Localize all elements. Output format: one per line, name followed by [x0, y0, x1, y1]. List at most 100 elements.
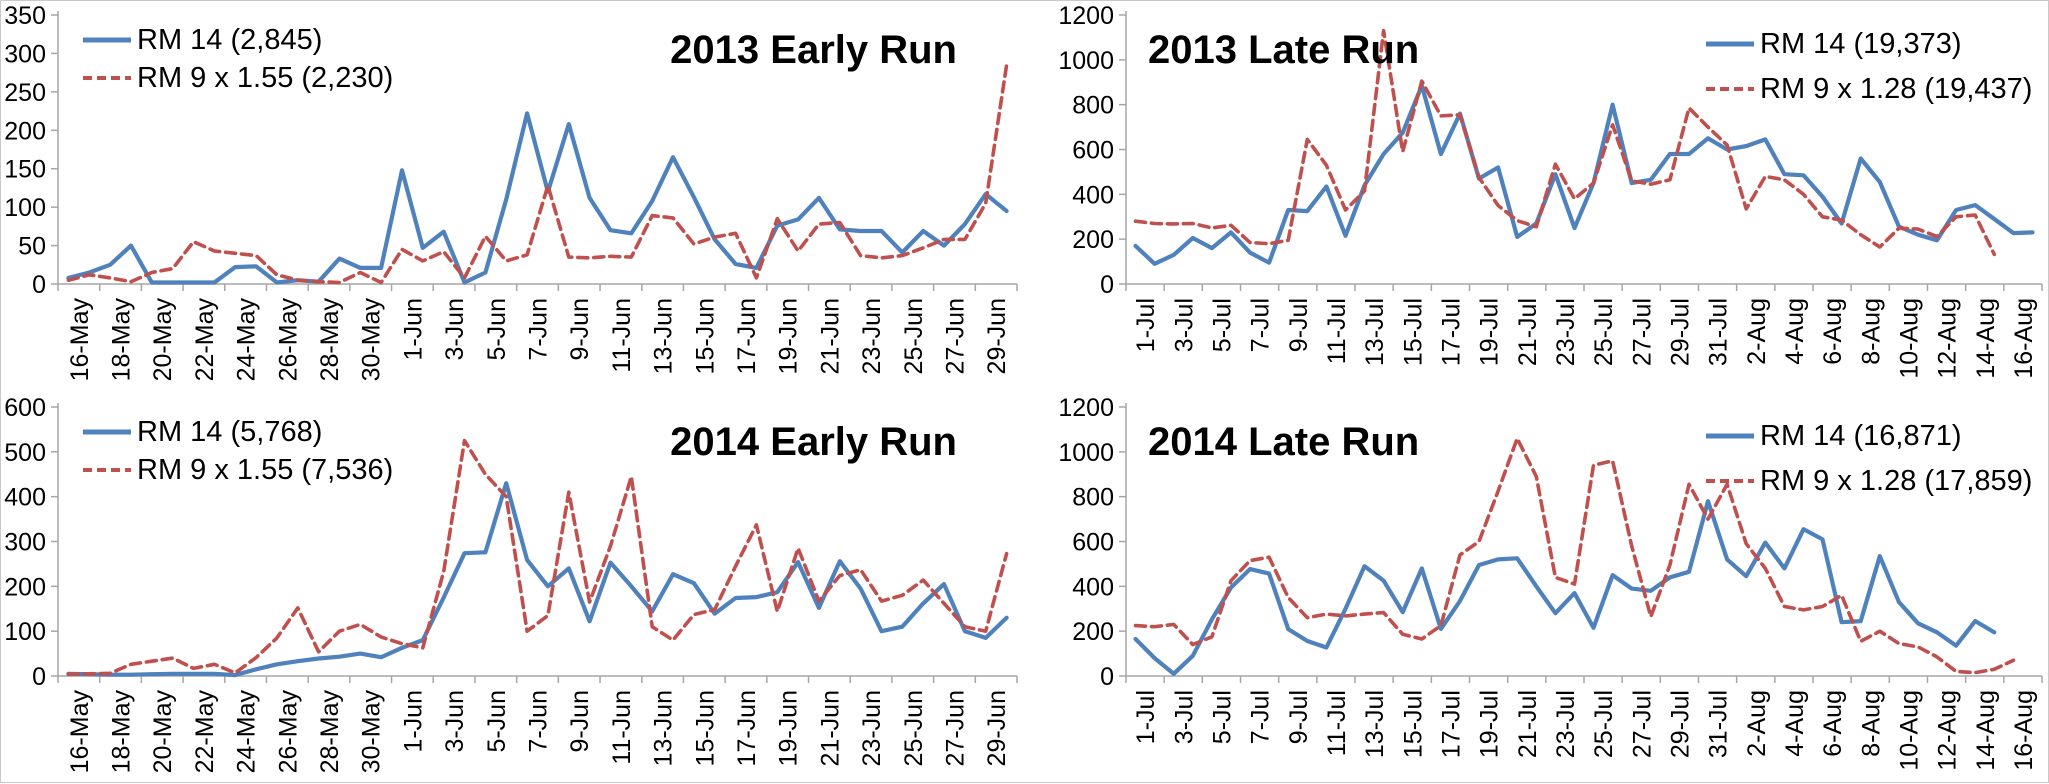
- legend-label-rm9: RM 9 x 1.55 (2,230): [137, 62, 393, 94]
- y-axis-tick-label: 600: [1072, 529, 1114, 557]
- x-axis-tick-label: 26-May: [274, 298, 302, 382]
- x-axis-tick-label: 23-Jun: [858, 298, 886, 374]
- y-axis-tick-label: 200: [4, 117, 46, 145]
- x-axis-tick-label: 12-Aug: [1934, 298, 1962, 379]
- x-axis-tick-label: 13-Jun: [650, 690, 678, 766]
- x-axis-tick-label: 14-Aug: [1972, 298, 2000, 379]
- chart-canvas: 0 100 200 300 400 500 600 16-May 18-May 20-May 22-…: [4, 394, 1018, 774]
- y-axis-tick-label: 300: [4, 529, 46, 557]
- x-axis-tick-label: 6-Aug: [1819, 690, 1847, 757]
- x-axis-tick-label: 4-Aug: [1781, 298, 1809, 365]
- y-axis-tick-label: 0: [1100, 663, 1114, 691]
- x-axis-tick-label: 16-May: [66, 690, 94, 774]
- x-axis-tick-label: 31-Jul: [1705, 690, 1733, 758]
- x-axis-tick-label: 30-May: [358, 298, 386, 382]
- x-axis-tick-label: 16-Aug: [2010, 298, 2038, 379]
- x-axis-tick-label: 21-Jun: [816, 298, 844, 374]
- x-axis-tick-label: 25-Jun: [900, 298, 928, 374]
- series-line-rm14: [1133, 499, 1997, 676]
- x-axis-tick-label: 24-May: [233, 690, 261, 774]
- x-axis-tick-label: 11-Jul: [1323, 690, 1351, 756]
- x-axis-tick-label: 31-Jul: [1705, 298, 1733, 366]
- x-axis-tick-label: 11-Jun: [608, 298, 636, 373]
- chart-title: 2013 Late Run: [1148, 28, 1419, 72]
- x-axis-tick-label: 22-May: [191, 298, 219, 382]
- chart-title: 2014 Late Run: [1148, 420, 1419, 464]
- x-axis-tick-label: 3-Jun: [441, 690, 469, 753]
- x-axis-tick-label: 20-May: [149, 298, 177, 382]
- y-axis-tick-label: 0: [32, 663, 46, 691]
- x-axis-tick-label: 11-Jul: [1323, 298, 1351, 364]
- x-axis-tick-label: 13-Jun: [650, 298, 678, 374]
- x-axis-tick-label: 5-Jul: [1208, 298, 1236, 352]
- x-axis-tick-label: 16-May: [66, 298, 94, 382]
- y-axis-tick-label: 0: [1100, 271, 1114, 299]
- x-axis-tick-label: 30-May: [358, 690, 386, 774]
- y-axis-tick-label: 200: [1072, 226, 1114, 254]
- series-line-rm14: [66, 111, 1009, 285]
- chart-title: 2014 Early Run: [670, 420, 957, 464]
- x-axis-tick-label: 10-Aug: [1895, 690, 1923, 771]
- legend-label-rm9: RM 9 x 1.55 (7,536): [137, 454, 393, 486]
- y-axis-tick-label: 600: [4, 394, 46, 422]
- x-axis-tick-label: 3-Jun: [441, 298, 469, 361]
- x-axis-tick-label: 19-Jun: [775, 298, 803, 374]
- x-axis-tick-label: 2-Aug: [1743, 298, 1771, 365]
- chart-canvas: 0 200 400 600 800 1000 1200 1-Jul 3-Jul 5-Jul 7-Ju…: [1058, 394, 2043, 771]
- x-axis-tick-label: 5-Jul: [1208, 690, 1236, 744]
- x-axis-tick-label: 1-Jul: [1132, 690, 1160, 744]
- legend-label-rm14: RM 14 (5,768): [137, 416, 322, 448]
- y-axis-tick-label: 1000: [1058, 439, 1114, 467]
- x-axis-tick-label: 25-Jun: [900, 690, 928, 766]
- x-axis-tick-label: 13-Jul: [1361, 298, 1389, 366]
- x-axis-tick-label: 23-Jul: [1552, 690, 1580, 758]
- legend-label-rm14: RM 14 (19,373): [1760, 28, 1962, 60]
- x-axis-tick-label: 15-Jul: [1399, 298, 1427, 366]
- x-axis-tick-label: 15-Jun: [691, 298, 719, 374]
- chart-canvas: 0 200 400 600 800 1000 1200 1-Jul 3-Jul 5-Jul 7-Ju…: [1058, 2, 2043, 379]
- y-axis-tick-label: 500: [4, 439, 46, 467]
- y-axis-tick-label: 1000: [1058, 47, 1114, 75]
- legend-item-rm14: RM 14 (16,871): [1706, 420, 1962, 452]
- legend-item-rm14: RM 14 (19,373): [1706, 28, 1962, 60]
- y-axis-tick-label: 800: [1072, 484, 1114, 512]
- y-axis-tick-label: 350: [4, 2, 46, 30]
- series-line-rm9: [66, 63, 1009, 285]
- x-axis-tick-label: 4-Aug: [1781, 690, 1809, 757]
- x-axis-tick-label: 29-Jul: [1666, 690, 1694, 758]
- x-axis-tick-label: 9-Jun: [566, 690, 594, 753]
- y-axis-tick-label: 100: [4, 194, 46, 222]
- x-axis-tick-label: 15-Jun: [691, 690, 719, 766]
- y-axis-tick-label: 400: [4, 484, 46, 512]
- legend-label-rm9: RM 9 x 1.28 (19,437): [1760, 73, 2032, 105]
- y-axis-tick-label: 300: [4, 40, 46, 68]
- x-axis-tick-label: 15-Jul: [1399, 690, 1427, 758]
- x-axis-tick-label: 3-Jul: [1170, 298, 1198, 352]
- y-axis-tick-label: 400: [1072, 573, 1114, 601]
- x-axis-tick-label: 8-Aug: [1857, 298, 1885, 365]
- x-axis-tick-label: 17-Jun: [733, 298, 761, 374]
- x-axis-tick-label: 21-Jul: [1514, 298, 1542, 366]
- chart-title: 2013 Early Run: [670, 28, 957, 72]
- x-axis-tick-label: 9-Jul: [1285, 298, 1313, 352]
- x-axis-tick-label: 9-Jun: [566, 298, 594, 361]
- series-line-rm9: [1133, 28, 1997, 257]
- x-axis-tick-label: 22-May: [191, 690, 219, 774]
- series-line-rm14: [1133, 83, 2035, 266]
- legend-label-rm14: RM 14 (16,871): [1760, 420, 1962, 452]
- y-axis-tick-label: 0: [32, 271, 46, 299]
- chart-2013-early-run: 0 50 100 150 200 250 300 350 16-May 18-May 20-May 2…: [1, 1, 1025, 392]
- series-line-rm14: [66, 481, 1009, 678]
- x-axis-tick-label: 7-Jun: [525, 298, 553, 361]
- legend-item-rm14: RM 14 (2,845): [83, 24, 322, 56]
- x-axis-tick-label: 19-Jul: [1476, 298, 1504, 366]
- x-axis-tick-label: 3-Jul: [1170, 690, 1198, 744]
- x-axis-tick-label: 2-Aug: [1743, 690, 1771, 757]
- x-axis-tick-label: 28-May: [316, 298, 344, 382]
- x-axis-tick-label: 23-Jun: [858, 690, 886, 766]
- y-axis-tick-label: 200: [4, 573, 46, 601]
- x-axis-tick-label: 28-May: [316, 690, 344, 774]
- x-axis-tick-label: 7-Jul: [1247, 690, 1275, 744]
- y-axis-tick-label: 600: [1072, 137, 1114, 165]
- y-axis-tick-label: 800: [1072, 92, 1114, 120]
